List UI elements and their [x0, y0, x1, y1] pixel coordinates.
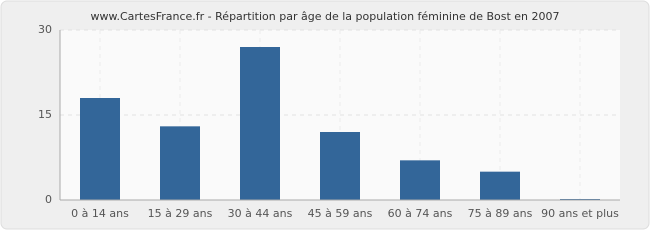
bar	[80, 98, 120, 200]
x-tick-label: 0 à 14 ans	[71, 207, 129, 220]
y-tick-label: 0	[45, 193, 52, 206]
bar	[400, 160, 440, 200]
chart: www.CartesFrance.fr - Répartition par âg…	[0, 0, 650, 230]
bar	[320, 132, 360, 200]
bar	[160, 126, 200, 200]
y-tick-label: 15	[38, 108, 52, 121]
chart-title: www.CartesFrance.fr - Répartition par âg…	[90, 10, 559, 23]
bar	[240, 47, 280, 200]
x-tick-label: 60 à 74 ans	[388, 207, 453, 220]
bar	[480, 171, 520, 200]
x-tick-label: 90 ans et plus	[541, 207, 619, 220]
y-tick-label: 30	[38, 23, 52, 36]
x-tick-label: 75 à 89 ans	[468, 207, 533, 220]
x-tick-label: 30 à 44 ans	[228, 207, 293, 220]
x-tick-label: 45 à 59 ans	[308, 207, 373, 220]
x-tick-label: 15 à 29 ans	[148, 207, 213, 220]
